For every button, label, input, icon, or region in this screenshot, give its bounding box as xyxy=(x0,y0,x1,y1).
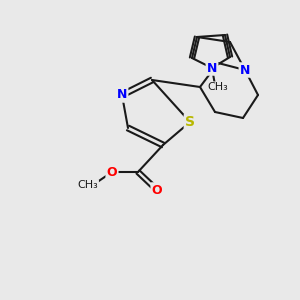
Text: N: N xyxy=(117,88,127,101)
Text: O: O xyxy=(152,184,162,196)
Text: S: S xyxy=(185,115,195,129)
Text: O: O xyxy=(107,166,117,178)
Text: N: N xyxy=(240,64,250,76)
Text: N: N xyxy=(207,61,217,74)
Text: CH₃: CH₃ xyxy=(208,82,228,92)
Text: CH₃: CH₃ xyxy=(78,180,98,190)
